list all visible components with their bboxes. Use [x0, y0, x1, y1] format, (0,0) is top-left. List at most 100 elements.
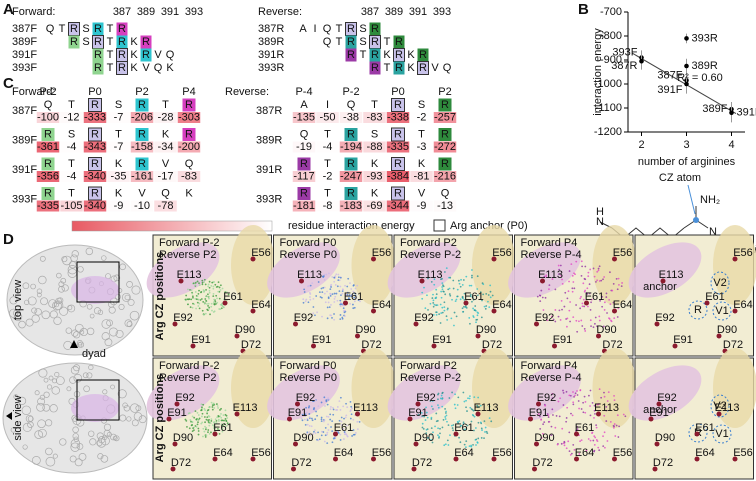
residue-letter: K	[371, 158, 379, 170]
cz-position	[446, 308, 449, 311]
cz-position	[197, 430, 200, 432]
cz-position	[452, 429, 454, 432]
residue-letter: I	[313, 23, 316, 35]
cz-position	[210, 418, 213, 421]
cz-position	[218, 286, 221, 289]
protein-texture	[73, 373, 83, 383]
position-number: 391	[409, 6, 427, 18]
protein-texture	[27, 296, 37, 306]
protein-texture	[38, 275, 47, 285]
cz-position	[210, 302, 213, 305]
cz-position	[443, 444, 446, 447]
residue-letter: T	[384, 62, 391, 74]
energy-cell	[386, 112, 410, 123]
cz-position	[618, 425, 621, 428]
anchor-box	[391, 98, 405, 112]
residue-label: D72	[653, 457, 673, 469]
atom-label: H	[596, 206, 604, 218]
annotation: R² = 0.60	[677, 72, 723, 84]
energy-value: -194	[340, 141, 362, 153]
cz-position	[454, 393, 456, 396]
cz-position	[320, 296, 323, 299]
cz-position	[539, 300, 542, 303]
cz-position	[347, 277, 350, 280]
protein-texture	[68, 261, 77, 269]
cz-position	[345, 402, 347, 405]
position-header: P2	[438, 86, 451, 98]
helix	[267, 365, 340, 421]
cz-position	[471, 408, 474, 411]
residue-atom	[287, 416, 292, 422]
cz-position	[578, 453, 581, 455]
y-tick-label: -800	[600, 30, 622, 42]
residue-letter: V	[142, 62, 150, 74]
cz-position	[595, 424, 598, 427]
cz-position	[462, 422, 465, 425]
protein-texture	[53, 300, 64, 311]
cz-position	[435, 420, 438, 423]
cz-position	[425, 406, 427, 409]
cz-position	[540, 437, 543, 439]
cz-position	[489, 296, 492, 299]
section-label: Reverse:	[225, 86, 269, 98]
protein-texture	[48, 299, 57, 308]
protein-texture	[25, 318, 34, 327]
cz-position	[443, 301, 446, 304]
cz-position	[484, 307, 487, 310]
cz-position	[201, 309, 204, 312]
residue-letter: R	[419, 62, 427, 74]
cz-position	[562, 442, 565, 445]
cz-position	[424, 419, 427, 421]
protein-texture	[101, 255, 107, 261]
cz-position	[330, 426, 332, 428]
cz-position	[188, 298, 191, 301]
energy-cell	[130, 200, 154, 212]
residue-label: E56	[613, 447, 633, 459]
cz-position	[583, 305, 586, 308]
cz-position	[217, 407, 219, 409]
position-number: 389	[385, 6, 403, 18]
residue-letter: I	[326, 99, 329, 111]
cz-position	[342, 307, 345, 310]
cz-position	[555, 415, 558, 417]
cz-position	[612, 301, 615, 304]
cz-position	[439, 303, 442, 306]
protein-texture	[103, 429, 111, 437]
x-tick-label: 3	[683, 139, 689, 151]
protein-texture	[113, 274, 121, 282]
cz-position	[584, 289, 587, 292]
residue-box	[92, 48, 104, 62]
energy-value: -344	[387, 200, 409, 212]
protein-texture	[22, 444, 28, 450]
cz-position	[184, 298, 187, 301]
cz-position	[215, 403, 218, 405]
cz-position	[338, 419, 341, 422]
residue-letter: T	[360, 49, 367, 61]
cz-position	[221, 428, 224, 430]
cz-position	[206, 412, 209, 415]
protein-texture	[110, 384, 115, 390]
energy-value: -50	[320, 111, 336, 123]
cz-position	[611, 289, 614, 292]
cz-position	[471, 300, 473, 303]
helix	[508, 365, 581, 421]
residue-letter: R	[138, 128, 146, 140]
cz-position	[617, 436, 620, 438]
cz-position	[435, 311, 438, 314]
cz-position	[342, 438, 345, 440]
energy-value: -9	[417, 200, 427, 212]
cz-position	[417, 413, 420, 416]
cz-position	[550, 434, 553, 437]
cz-position	[576, 425, 579, 428]
cz-position	[356, 428, 359, 431]
residue-letter: T	[68, 187, 75, 199]
residue-label: E56	[613, 247, 633, 259]
cz-position	[326, 403, 329, 406]
cz-position	[443, 271, 446, 273]
cz-position	[193, 429, 195, 432]
cz-position	[443, 306, 446, 309]
residue-letter: Q	[185, 158, 194, 170]
energy-value: -19	[296, 141, 312, 153]
point	[684, 81, 689, 87]
cz-position	[340, 420, 343, 423]
